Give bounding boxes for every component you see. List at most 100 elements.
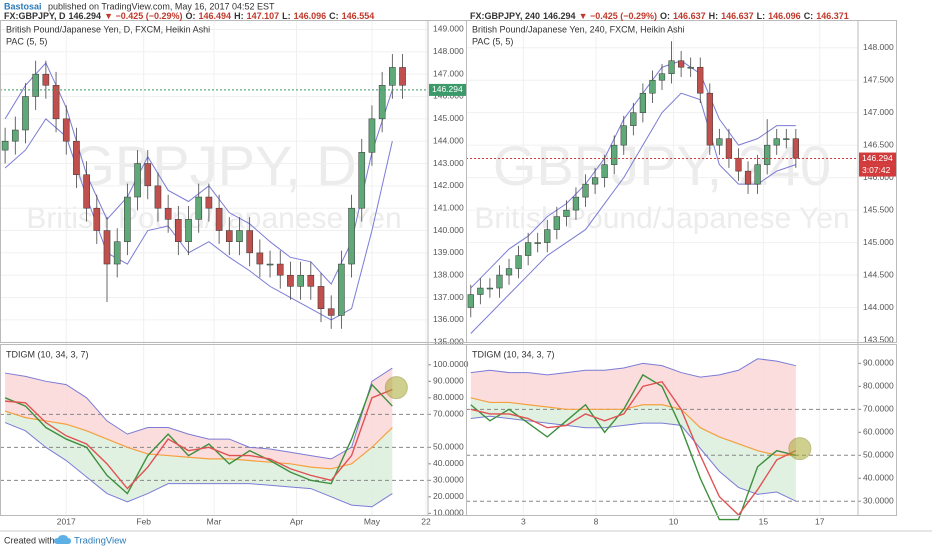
band-upper	[470, 358, 796, 378]
candle-body	[215, 207, 223, 231]
y-tick-label: 148.000	[863, 42, 894, 52]
last-price-label: 146.294	[862, 153, 893, 163]
y-tick-label: 145.500	[863, 204, 894, 214]
candle-body	[307, 274, 315, 287]
candle-body	[103, 230, 111, 265]
candle-body	[591, 177, 599, 185]
candle-body	[630, 112, 637, 126]
candle-body	[73, 140, 80, 175]
highlight	[384, 376, 408, 400]
author[interactable]: Bastosai	[4, 1, 42, 11]
candle-body	[716, 138, 723, 146]
candle-body	[582, 183, 589, 198]
candle-body	[399, 67, 406, 86]
quote-item: C:	[804, 11, 814, 21]
y-tick-label: 60.0000	[863, 427, 894, 437]
candle-body	[544, 229, 551, 243]
x-tick-label: 22	[421, 516, 431, 526]
y-tick-label: 143.500	[863, 334, 894, 344]
candle-body	[1, 140, 9, 151]
candle-body	[32, 73, 39, 97]
x-tick-label: 8	[594, 516, 599, 526]
candle-body	[477, 287, 484, 295]
footer-created: Created with	[4, 535, 55, 545]
candle-body	[697, 66, 704, 94]
indicator-line	[470, 380, 797, 517]
candle-body	[22, 96, 29, 131]
y-tick-label: 145.000	[863, 237, 894, 247]
published: published on TradingView.com, May 16, 20…	[48, 1, 275, 11]
candle-body	[505, 268, 513, 276]
x-tick-label: 17	[815, 516, 825, 526]
candle-body	[225, 230, 233, 242]
candle-body	[496, 274, 503, 289]
y-tick-label: 136.000	[433, 314, 464, 324]
y-tick-label: 144.500	[863, 269, 894, 279]
y-tick-label: 90.0000	[863, 358, 894, 368]
candle-body	[467, 294, 474, 308]
candle-body	[276, 263, 284, 276]
candle-body	[486, 287, 494, 290]
candle-body	[368, 118, 376, 153]
candle-body	[658, 73, 666, 81]
y-tick-label: 80.0000	[433, 392, 464, 402]
quote-item: 146.096	[768, 11, 801, 21]
candle-body	[236, 230, 243, 242]
candle-body	[246, 230, 253, 254]
quote-item: 146.554	[342, 11, 375, 21]
candle-body	[649, 79, 656, 94]
y-tick-label: 20.0000	[433, 491, 464, 501]
quote-item: ▼ −0.425 (−0.29%)	[579, 11, 657, 21]
quote-item: 146.371	[816, 11, 849, 21]
chart-title: British Pound/Japanese Yen, 240, FXCM, H…	[472, 24, 685, 34]
candle-body	[773, 138, 780, 146]
y-tick-label: 135.000	[433, 336, 464, 346]
y-tick-label: 148.000	[433, 46, 464, 56]
last-price-box	[859, 152, 897, 165]
candle-body	[754, 164, 761, 185]
candle-body	[195, 196, 203, 220]
x-tick-label: 15	[759, 516, 769, 526]
candle-body	[620, 125, 627, 146]
candle-body	[52, 85, 60, 120]
band-middle	[4, 410, 393, 470]
quote-item: FX:GBPJPY, D	[4, 11, 66, 21]
candle-body	[668, 60, 675, 74]
pac-line	[4, 118, 393, 321]
candle-body	[134, 163, 141, 198]
timer-label: 3:07:42	[862, 165, 891, 175]
candle-body	[327, 308, 335, 316]
candle-body	[42, 73, 50, 86]
band-upper-fill	[470, 358, 796, 456]
candle-body	[534, 242, 541, 244]
candle-body	[62, 118, 70, 142]
candle-body	[297, 274, 304, 287]
candle-body	[572, 196, 580, 211]
x-tick-label: May	[364, 516, 381, 526]
price-frame	[466, 20, 897, 343]
quote-item: L:	[757, 11, 766, 21]
y-tick-label: 142.000	[433, 180, 464, 190]
y-tick-label: 70.0000	[863, 404, 894, 414]
indicator-line	[4, 383, 393, 495]
y-tick-label: 40.0000	[433, 458, 464, 468]
candle-body	[563, 209, 570, 217]
panel: GBPJPY, 240 British Pound/Japanese Yen 143…	[466, 11, 897, 526]
x-tick-label: 2017	[57, 516, 76, 526]
quote-item: O:	[660, 11, 670, 21]
candle-body	[144, 163, 152, 187]
band-lower-fill	[470, 397, 796, 502]
candle-body	[389, 67, 396, 86]
y-tick-label: 30.0000	[433, 475, 464, 485]
candle-body	[678, 60, 685, 68]
candle-body	[792, 138, 799, 159]
timer-box	[859, 164, 897, 177]
y-tick-label: 137.000	[433, 292, 464, 302]
y-tick-label: 30.0000	[863, 495, 894, 505]
x-tick-label: Apr	[290, 516, 303, 526]
band-upper	[5, 367, 393, 460]
footer-brand[interactable]: TradingView	[74, 536, 126, 547]
candle-body	[11, 129, 19, 142]
candle-body	[783, 138, 790, 140]
y-tick-label: 147.000	[863, 107, 894, 117]
